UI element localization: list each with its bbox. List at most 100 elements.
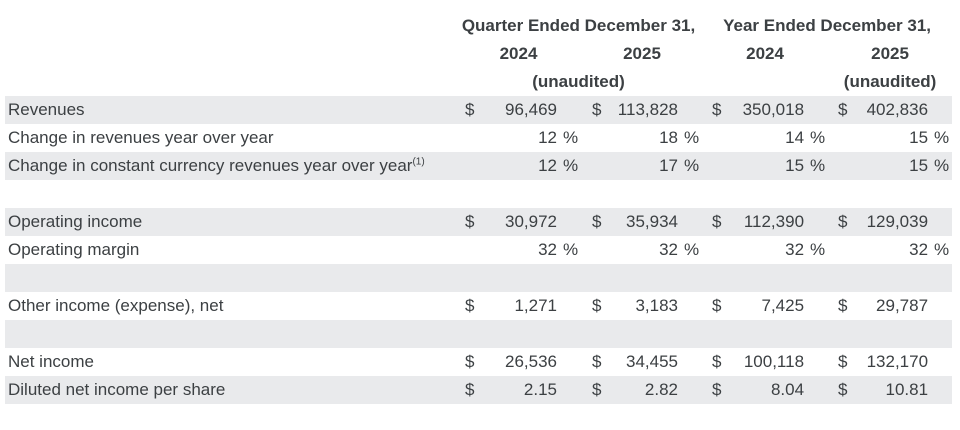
dollar-sign-cell [828, 152, 865, 180]
percent-sign-cell: % [557, 152, 582, 180]
value-cell: 18 [659, 128, 678, 147]
year-group-title: Year Ended December 31, [723, 16, 931, 35]
table-row: Operating income $30,972 $35,934 $112,390 $1… [5, 208, 953, 236]
percent-sign-cell: % [804, 152, 829, 180]
table-row: Change in revenues year over year 12% 18% 1… [5, 124, 952, 152]
percent-sign-cell: % [684, 240, 700, 259]
value-cell: 14 [785, 128, 805, 147]
row-label: Change in constant currency revenues yea… [5, 152, 455, 180]
value-cell: 350,018 [738, 96, 805, 124]
value-cell: 2.82 [616, 376, 678, 404]
percent-sign-cell [557, 208, 582, 236]
spacer-cell [5, 320, 953, 348]
value-cell: 32 [909, 240, 929, 259]
year-2024-column-header: 2024 [746, 44, 784, 63]
table-header: Quarter Ended December 31, Year Ended De… [5, 12, 952, 96]
value-cell: 113,828 [616, 96, 678, 124]
spacer-cell [5, 180, 952, 208]
spacer-cell [5, 264, 953, 292]
header-group-row: Quarter Ended December 31, Year Ended De… [5, 12, 952, 40]
dollar-sign-cell: $ [455, 208, 487, 236]
dollar-sign-cell: $ [582, 376, 616, 404]
dollar-sign-cell: $ [702, 96, 739, 124]
table-row: Change in constant currency revenues yea… [5, 152, 953, 180]
value-cell: 402,836 [864, 96, 929, 124]
year-2025-column-header: 2025 [871, 44, 909, 63]
dollar-sign-cell [828, 236, 864, 264]
value-cell: 32 [785, 240, 805, 259]
percent-sign-cell [928, 208, 953, 236]
table-row: Operating margin 32% 32% 32% 32% [5, 236, 952, 264]
row-label: Net income [8, 352, 94, 371]
value-cell: 17 [616, 152, 678, 180]
value-cell: 34,455 [626, 352, 678, 371]
dollar-sign-cell [702, 124, 738, 152]
dollar-sign-cell [828, 124, 864, 152]
value-cell: 35,934 [616, 208, 678, 236]
spacer-row [5, 180, 952, 208]
quarter-2025-column-header: 2025 [623, 44, 661, 63]
footnote-marker: (1) [412, 156, 425, 168]
table-row: Net income $26,536 $34,455 $100,118 $132,170 [5, 348, 952, 376]
dollar-sign-cell [455, 152, 487, 180]
dollar-sign-cell: $ [702, 376, 739, 404]
dollar-sign-cell [702, 152, 739, 180]
percent-sign-cell [928, 376, 953, 404]
percent-sign-cell [678, 376, 703, 404]
dollar-sign-cell: $ [465, 296, 475, 315]
spacer-row [5, 264, 953, 292]
dollar-sign-cell: $ [465, 352, 475, 371]
percent-sign-cell: % [563, 128, 579, 147]
value-cell: 1,271 [514, 296, 557, 315]
percent-sign-cell: % [678, 152, 703, 180]
dollar-sign-cell: $ [828, 96, 865, 124]
value-cell: 15 [738, 152, 805, 180]
value-cell: 12 [487, 152, 557, 180]
percent-sign-cell: % [684, 128, 700, 147]
percent-sign-cell [928, 292, 952, 320]
dollar-sign-cell: $ [592, 296, 602, 315]
dollar-sign-cell [582, 124, 616, 152]
dollar-sign-cell: $ [828, 208, 865, 236]
dollar-sign-cell [582, 152, 616, 180]
dollar-sign-cell: $ [582, 96, 616, 124]
percent-sign-cell: % [563, 240, 579, 259]
value-cell: 8.04 [738, 376, 805, 404]
row-label: Change in revenues year over year [8, 128, 274, 147]
value-cell: 7,425 [761, 296, 805, 315]
header-year-row: 2024 2025 2024 2025 [5, 40, 952, 68]
percent-sign-cell [804, 348, 828, 376]
row-label: Operating income [5, 208, 455, 236]
percent-sign-cell: % [810, 240, 826, 259]
header-unaudited-row: (unaudited) (unaudited) [5, 68, 952, 96]
percent-sign-cell [678, 348, 702, 376]
dollar-sign-cell [455, 124, 487, 152]
value-cell: 12 [538, 128, 557, 147]
value-cell: 15 [909, 128, 929, 147]
percent-sign-cell [804, 292, 828, 320]
dollar-sign-cell: $ [455, 376, 487, 404]
percent-sign-cell [928, 96, 953, 124]
percent-sign-cell [928, 348, 952, 376]
value-cell: 29,787 [876, 296, 929, 315]
value-cell: 32 [659, 240, 678, 259]
dollar-sign-cell: $ [592, 352, 602, 371]
value-cell: 10.81 [864, 376, 929, 404]
percent-sign-cell [557, 376, 582, 404]
value-cell: 112,390 [738, 208, 805, 236]
value-cell: 30,972 [487, 208, 557, 236]
value-cell: 26,536 [505, 352, 557, 371]
header-spacer [5, 68, 455, 96]
percent-sign-cell [804, 96, 829, 124]
value-cell: 15 [864, 152, 929, 180]
percent-sign-cell [557, 348, 582, 376]
table-row: Other income (expense), net $1,271 $3,183 $… [5, 292, 952, 320]
percent-sign-cell [557, 96, 582, 124]
row-label: Revenues [5, 96, 455, 124]
row-label: Other income (expense), net [8, 296, 224, 315]
dollar-sign-cell: $ [838, 296, 848, 315]
table-row: Diluted net income per share $2.15 $2.82 $8… [5, 376, 953, 404]
header-spacer [5, 12, 455, 40]
row-label: Operating margin [8, 240, 140, 259]
percent-sign-cell [678, 96, 703, 124]
